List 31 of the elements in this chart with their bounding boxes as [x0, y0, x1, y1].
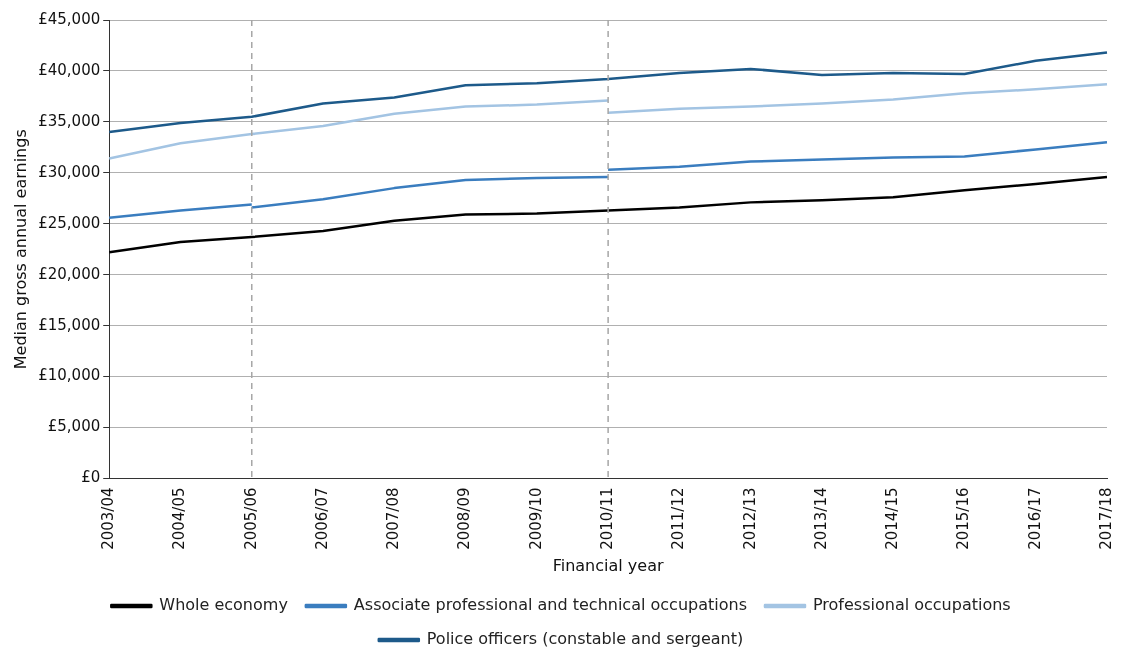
legend-label: Whole economy [159, 595, 288, 615]
legend-label: Police officers (constable and sergeant) [426, 629, 744, 649]
x-tick-label: 2011/12 [669, 487, 688, 550]
x-tick-label: 2012/13 [740, 487, 759, 550]
x-tick-label: 2016/17 [1025, 487, 1044, 550]
y-tick-label: £10,000 [38, 366, 101, 385]
x-tick-label: 2003/04 [99, 487, 118, 550]
x-tick-label: 2010/11 [598, 487, 617, 550]
x-tick-label: 2005/06 [241, 487, 260, 550]
x-tick-label: 2017/18 [1096, 487, 1115, 550]
x-tick-label: 2014/15 [883, 487, 902, 550]
y-tick-label: £45,000 [38, 9, 101, 28]
y-tick-label: £5,000 [47, 417, 101, 436]
x-tick-label: 2006/07 [312, 487, 331, 550]
y-tick-label: £35,000 [38, 111, 101, 130]
y-tick-label: £25,000 [38, 213, 101, 232]
y-tick-label: £30,000 [38, 162, 101, 181]
y-tick-label: £40,000 [38, 60, 101, 79]
y-axis-title: Median gross annual earnings [10, 129, 30, 370]
y-tick-label: £20,000 [38, 264, 101, 283]
x-tick-label: 2015/16 [954, 487, 973, 550]
y-tick-label: £0 [81, 468, 101, 487]
legend-label: Professional occupations [812, 595, 1011, 615]
x-tick-label: 2013/14 [811, 487, 830, 550]
x-axis-title: Financial year [552, 555, 664, 575]
legend-label: Associate professional and technical occupations [353, 595, 747, 615]
x-tick-label: 2007/08 [384, 487, 403, 550]
y-tick-label: £15,000 [38, 315, 101, 334]
x-tick-label: 2008/09 [455, 487, 474, 550]
x-tick-label: 2009/10 [526, 487, 545, 550]
x-tick-label: 2004/05 [170, 487, 189, 550]
